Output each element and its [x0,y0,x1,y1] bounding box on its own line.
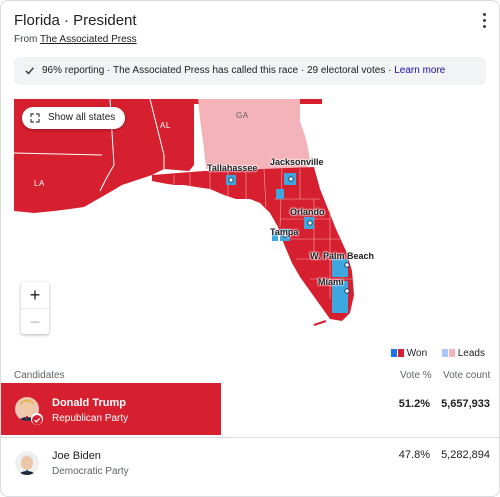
more-options-icon[interactable] [481,13,487,29]
legend-swatch-won-rep [398,349,405,357]
zoom-out-button[interactable]: − [21,308,49,334]
state-label-al: AL [160,121,171,130]
source-prefix: From [14,34,40,45]
expand-icon [30,113,40,123]
zoom-in-button[interactable]: + [29,285,41,305]
candidate-row[interactable]: Donald Trump Republican Party 51.2% 5,65… [1,383,499,435]
state-label-la: LA [34,179,45,188]
reporting-status-text: 96% reporting · The Associated Press has… [42,65,445,76]
city-label-tampa: Tampa [270,227,299,237]
candidate-name: Joe Biden [52,450,101,462]
city-label-jacksonville: Jacksonville [270,157,324,167]
candidate-party: Republican Party [52,413,129,424]
city-label-tallahassee: Tallahassee [207,163,258,173]
show-all-states-label: Show all states [48,112,116,123]
winner-check-icon [31,413,43,425]
city-label-west-palm-beach: W. Palm Beach [310,251,375,261]
vote-percent: 51.2% [398,398,430,410]
state-shape-florida [152,167,354,321]
legend-won-label: Won [406,348,428,359]
source-line: From The Associated Press [14,34,137,45]
legend-swatch-lead-dem [441,349,448,357]
legend-swatch-lead-rep [448,349,455,357]
state-shape-georgia [198,99,310,171]
legend-swatch-won-dem [391,349,398,357]
learn-more-link[interactable]: Learn more [394,65,446,76]
candidate-row[interactable]: Joe Biden Democratic Party 47.8% 5,282,8… [1,437,499,489]
city-label-orlando: Orlando [290,207,325,217]
race-title: Florida · President [14,12,137,29]
column-header-candidates: Candidates [14,370,65,381]
source-link[interactable]: The Associated Press [39,34,137,45]
vote-percent: 47.8% [398,449,430,461]
county-palm-beach [332,259,348,277]
candidate-name: Donald Trump [52,397,126,409]
map-canvas [14,99,486,341]
county-alachua [276,189,284,199]
show-all-states-button[interactable]: Show all states [22,107,126,129]
status-text: 96% reporting · The Associated Press has… [42,65,395,76]
city-label-miami: Miami [318,277,344,287]
vote-count: 5,657,933 [441,398,490,410]
candidate-party: Democratic Party [52,466,129,477]
column-header-vote-count: Vote count [443,370,491,381]
reporting-status-bar: 96% reporting · The Associated Press has… [14,57,486,85]
vote-count: 5,282,894 [441,449,490,461]
legend-leads-label: Leads [457,348,485,359]
state-label-ga: GA [236,111,249,120]
zoom-controls: + − [21,282,49,334]
map-legend: Won Leads [391,348,485,359]
results-map[interactable]: MS AL GA LA Tallahassee Jacksonville Orl… [14,99,486,341]
county-pinellas [272,231,278,241]
county-broward-miami-dade [332,281,348,313]
column-header-vote-pct: Vote % [400,370,432,381]
checkmark-icon [25,67,34,75]
avatar [15,451,39,475]
